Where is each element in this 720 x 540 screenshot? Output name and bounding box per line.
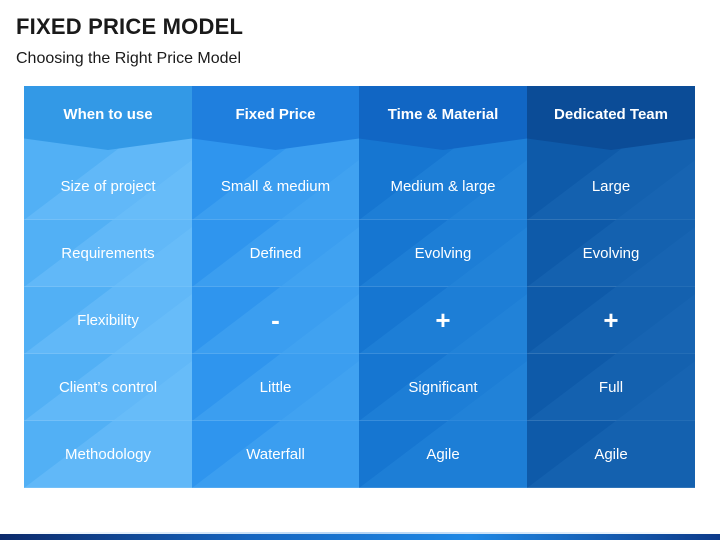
column-header-label: Time & Material [387, 105, 499, 123]
table-cell: Flexibility [77, 312, 139, 329]
table-cell: Waterfall [246, 446, 305, 463]
table-cell: Evolving [582, 245, 640, 262]
table-cell: Requirements [61, 245, 155, 262]
table-cell: Methodology [65, 446, 151, 463]
column-header-label: When to use [63, 105, 153, 123]
column-header: Fixed Price [192, 86, 359, 150]
table-cell-symbol: + [435, 305, 451, 335]
column-time-material: Time & Material Medium & large Evolving … [359, 86, 527, 488]
table-cell-symbol: - [271, 305, 280, 335]
column-header-label: Fixed Price [235, 105, 316, 123]
table-cell: Defined [249, 245, 302, 262]
slide-title: FIXED PRICE MODEL [16, 14, 244, 39]
footer-accent-line [0, 532, 720, 534]
table-cell: Large [591, 178, 631, 195]
table-cell: Agile [426, 446, 460, 463]
table-cell: Full [598, 379, 624, 396]
column-fixed-price: Fixed Price Small & medium Defined - Lit… [192, 86, 359, 488]
column-header: Dedicated Team [527, 86, 695, 150]
footer-accent-bar [0, 534, 720, 540]
table-cell: Agile [594, 446, 628, 463]
comparison-table: When to use Size of project Requirements… [24, 86, 695, 488]
column-header: When to use [24, 86, 192, 150]
slide-subtitle: Choosing the Right Price Model [16, 50, 242, 67]
column-header-label: Dedicated Team [554, 105, 668, 123]
table-cell: Medium & large [390, 178, 496, 195]
table-cell: Client’s control [58, 379, 158, 396]
table-cell: Size of project [60, 178, 156, 195]
column-header: Time & Material [359, 86, 527, 150]
table-cell: Small & medium [220, 178, 331, 195]
column-dedicated-team: Dedicated Team Large Evolving + Full Agi… [527, 86, 695, 488]
table-cell: Significant [408, 379, 478, 396]
column-when-to-use: When to use Size of project Requirements… [24, 86, 192, 488]
table-cell: Evolving [414, 245, 472, 262]
table-cell: Little [259, 379, 292, 396]
table-cell-symbol: + [603, 305, 619, 335]
